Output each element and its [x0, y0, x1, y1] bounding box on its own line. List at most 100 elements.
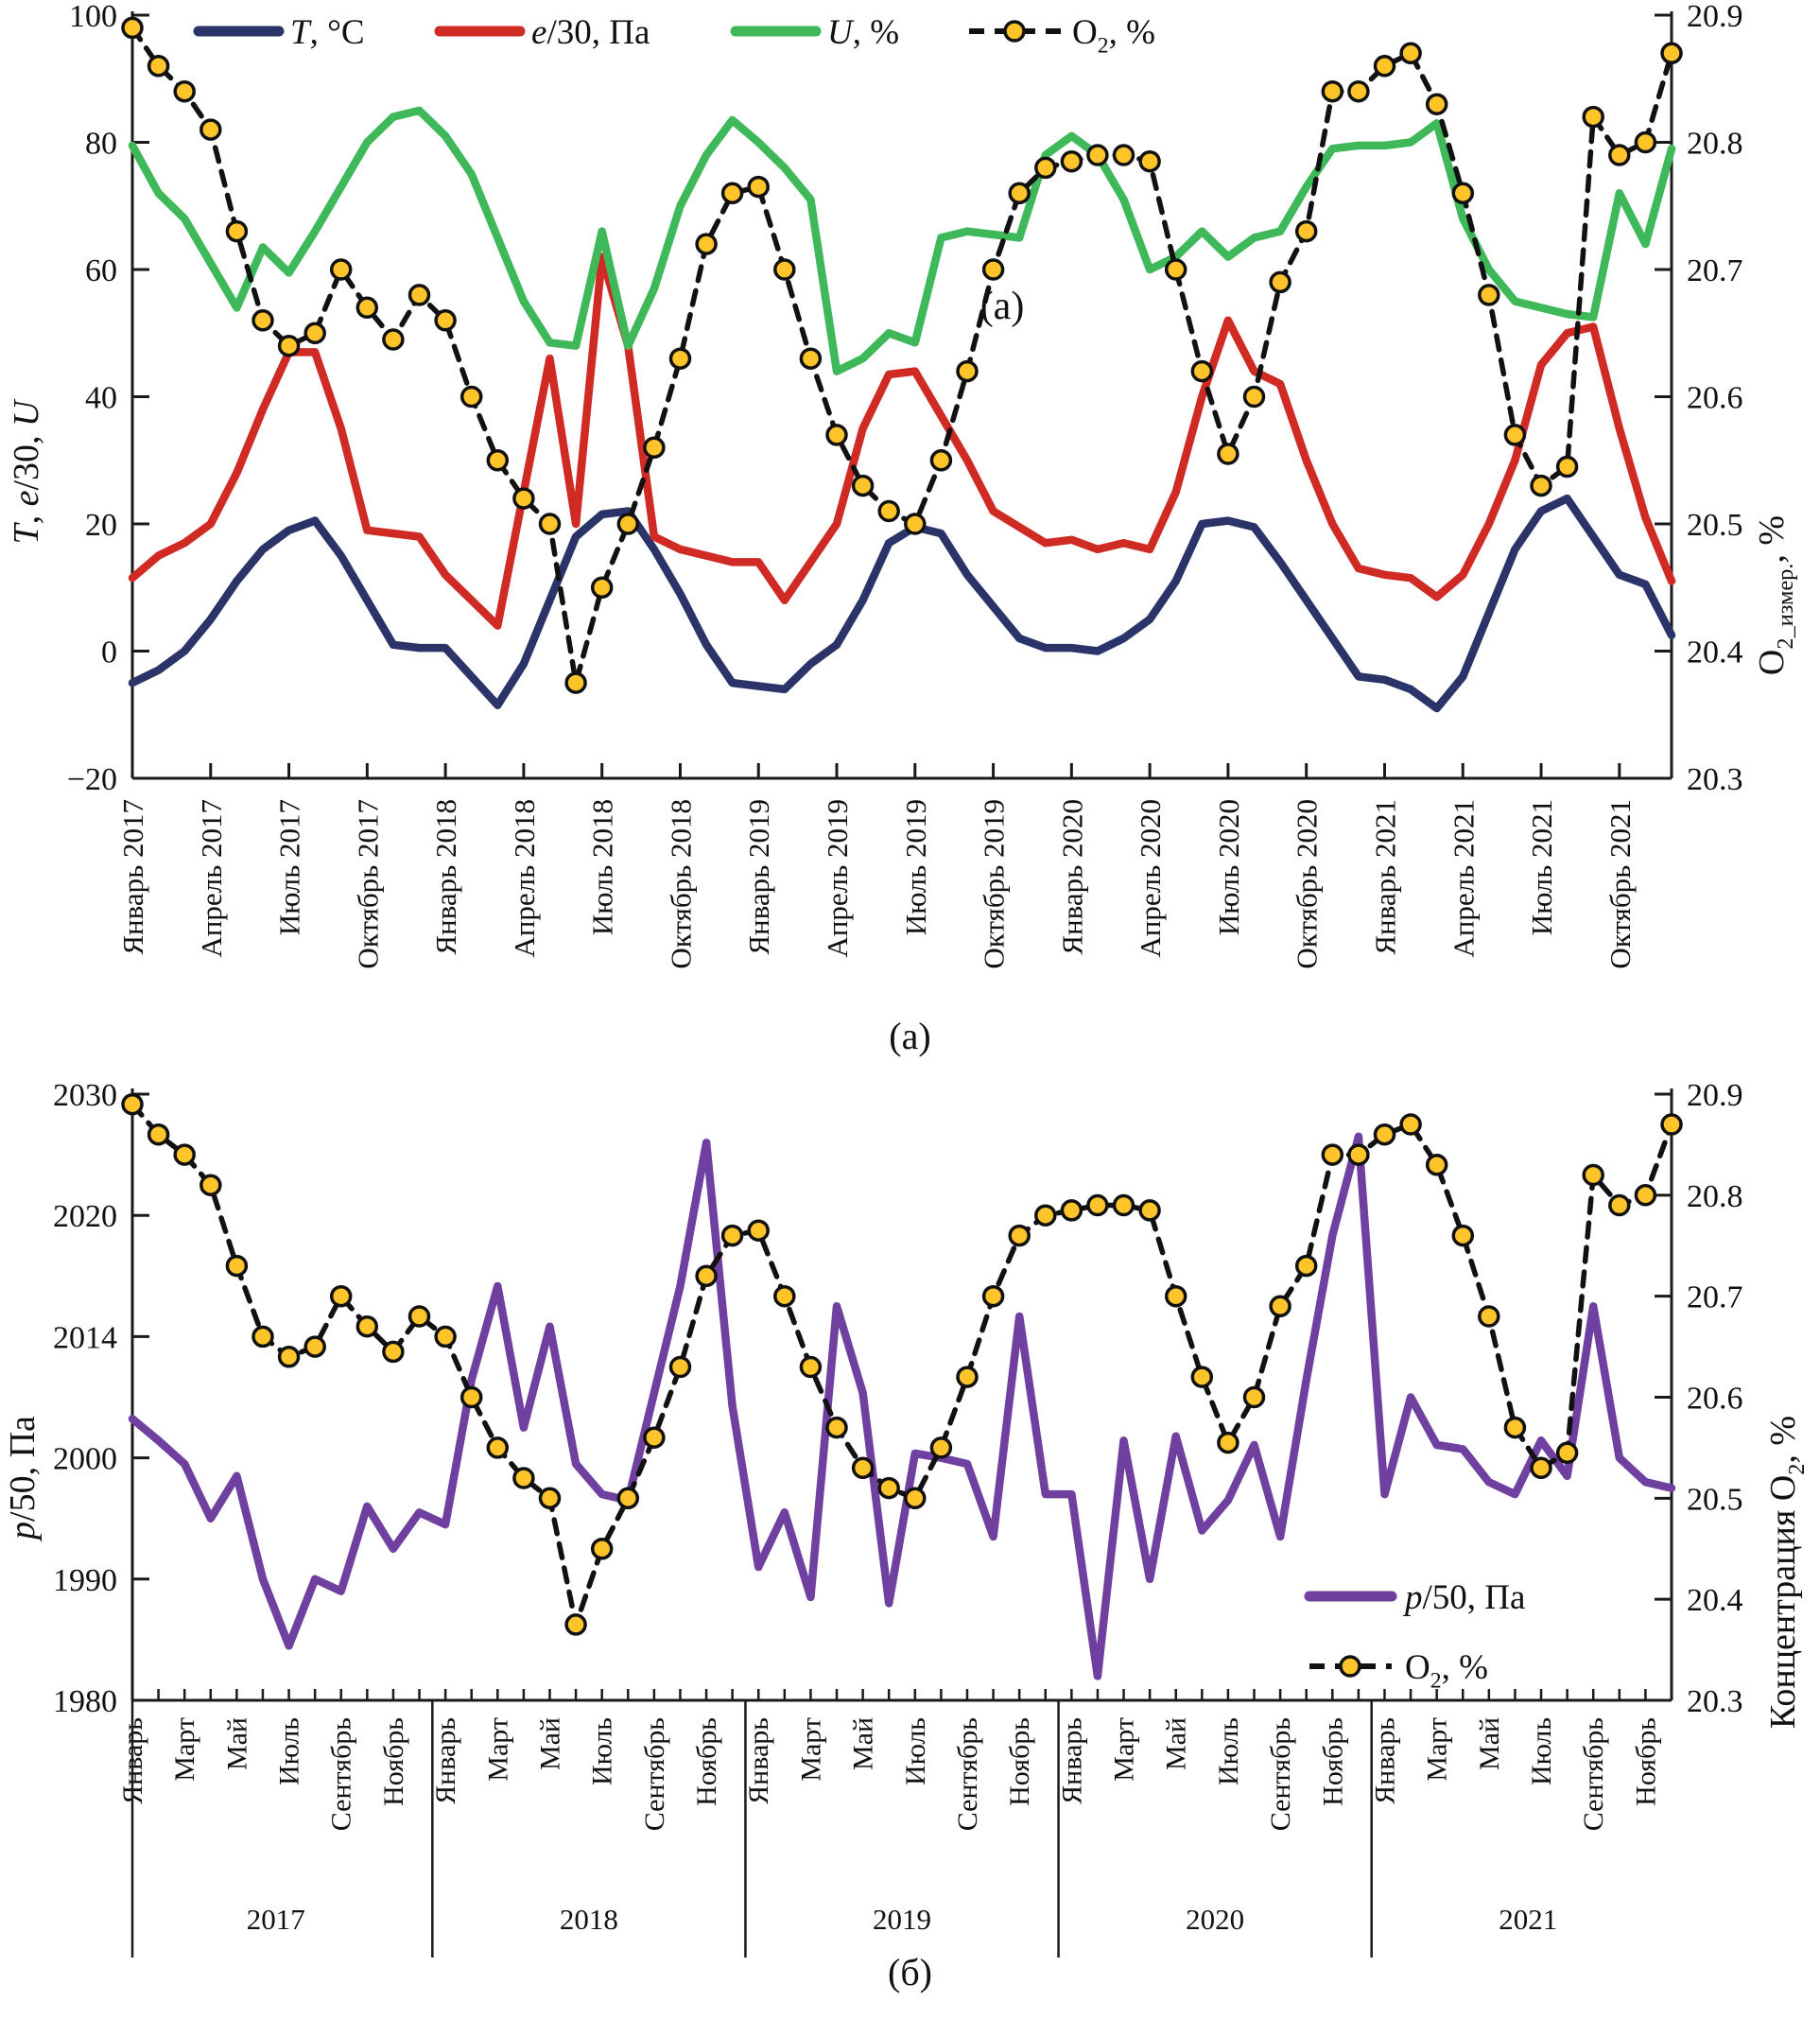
x-tick-label: Апрель 2020	[1134, 799, 1167, 958]
month-tick-label: Январь	[1369, 1717, 1400, 1804]
right-tick-label: 20.4	[1687, 635, 1743, 670]
o2-marker	[1008, 1224, 1031, 1247]
o2-marker	[929, 449, 953, 472]
o2-marker	[1373, 1123, 1396, 1146]
left-tick-label: −20	[67, 762, 117, 797]
legend-label: U, %	[827, 13, 899, 52]
o2-marker	[956, 359, 979, 383]
o2-marker	[1660, 42, 1683, 65]
left-tick-label: 1990	[53, 1563, 117, 1598]
o2-marker	[825, 424, 848, 446]
o2-marker	[590, 576, 614, 600]
o2-marker	[1478, 284, 1500, 306]
x-tick-label: Апрель 2021	[1447, 799, 1480, 958]
right-tick-label: 20.7	[1687, 1280, 1743, 1315]
o2-marker	[747, 175, 770, 199]
o2-marker	[1503, 1416, 1527, 1439]
x-tick-label: Апрель 2017	[195, 799, 228, 958]
legend-label: e/30, Па	[531, 13, 650, 52]
x-tick-label: Январь 2020	[1055, 799, 1088, 955]
x-tick-label: Октябрь 2021	[1603, 799, 1637, 969]
month-tick-label: Июль	[274, 1717, 305, 1785]
year-label: 2019	[873, 1903, 931, 1936]
month-tick-label: Март	[169, 1717, 200, 1782]
right-axis-title: O2_измер., %	[1752, 515, 1798, 675]
o2-marker	[825, 1416, 848, 1439]
o2-marker	[329, 258, 353, 281]
o2-marker	[407, 284, 431, 306]
month-tick-label: Июль	[900, 1717, 931, 1785]
o2-marker	[1164, 1284, 1187, 1308]
o2-marker	[1634, 1184, 1657, 1207]
o2-marker	[199, 1174, 222, 1196]
x-tick-label: Октябрь 2018	[664, 799, 697, 969]
month-tick-label: Сентябрь	[1265, 1717, 1296, 1831]
o2-marker	[277, 334, 301, 357]
month-tick-label: Ноябрь	[1630, 1717, 1661, 1806]
o2-marker	[121, 16, 144, 40]
left-tick-label: 2030	[53, 1078, 117, 1113]
o2-marker	[1242, 385, 1266, 409]
o2-marker	[799, 347, 823, 370]
left-tick-label: 100	[69, 0, 117, 34]
o2-marker	[1138, 1199, 1161, 1222]
o2-marker	[1608, 144, 1631, 166]
o2-marker	[147, 1123, 170, 1146]
o2-marker	[720, 182, 744, 205]
o2-marker	[1217, 443, 1239, 465]
o2-marker	[1112, 1193, 1135, 1217]
o2-marker	[1503, 424, 1527, 446]
o2-marker	[851, 1456, 875, 1480]
month-tick-label: Март	[482, 1717, 513, 1782]
o2-marker	[1294, 1254, 1318, 1278]
left-tick-label: 2020	[53, 1199, 117, 1234]
right-tick-label: 20.5	[1687, 508, 1743, 543]
o2-marker	[929, 1436, 953, 1459]
o2-marker	[355, 296, 379, 320]
o2-marker	[382, 1340, 405, 1364]
o2-marker	[1269, 270, 1291, 294]
series-U, %	[128, 106, 1676, 375]
panel-b-caption: (б)	[888, 1951, 932, 1993]
o2-marker	[1294, 219, 1318, 243]
month-tick-label: Ноябрь	[378, 1717, 409, 1806]
o2-marker	[1190, 1366, 1214, 1388]
o2-marker	[877, 499, 900, 523]
o2-marker	[981, 258, 1005, 281]
o2-marker	[1373, 55, 1396, 78]
o2-marker	[720, 1224, 744, 1247]
year-label: 2021	[1499, 1903, 1557, 1936]
o2-marker	[877, 1476, 900, 1500]
month-tick-label: Сентябрь	[639, 1717, 670, 1831]
chart-panel-a: 100 80 60 40 20 0 −20 20.9 20.8 20.7 20.6 20.5 20.4 2…	[7, 0, 1798, 969]
o2-marker	[773, 1284, 796, 1308]
month-tick-label: Январь	[430, 1717, 461, 1804]
o2-marker	[1582, 105, 1604, 129]
o2-marker	[251, 309, 274, 332]
right-tick-label: 20.6	[1687, 381, 1743, 416]
o2-marker	[1138, 149, 1161, 173]
panel-a-caption: (а)	[889, 1015, 931, 1057]
o2-marker	[1530, 474, 1552, 497]
o2-marker	[1086, 144, 1109, 166]
x-tick-label: Июль 2020	[1212, 799, 1245, 935]
x-tick-label: Январь 2021	[1368, 799, 1401, 955]
legend-o2-marker	[1339, 1655, 1361, 1678]
right-tick-label: 20.7	[1687, 253, 1743, 288]
month-tick-label: Май	[221, 1717, 252, 1770]
month-tick-label: Май	[1474, 1717, 1505, 1770]
left-tick-label: 40	[85, 381, 117, 416]
legend-label: T, °C	[290, 13, 365, 52]
o2-marker	[1086, 1193, 1109, 1217]
o2-marker	[512, 1467, 535, 1489]
o2-marker	[121, 1092, 144, 1116]
o2-marker	[434, 309, 457, 332]
o2-marker	[1399, 1113, 1422, 1136]
o2-marker	[434, 1325, 457, 1349]
o2-marker	[225, 1254, 249, 1278]
chart-panel-b: 2030 2020 2014 2000 1990 1980 20.9 20.8 20.7 20.6…	[3, 1078, 1810, 1958]
series-T, °C	[128, 494, 1676, 713]
right-tick-label: 20.3	[1687, 1684, 1743, 1719]
o2-marker	[851, 474, 875, 497]
